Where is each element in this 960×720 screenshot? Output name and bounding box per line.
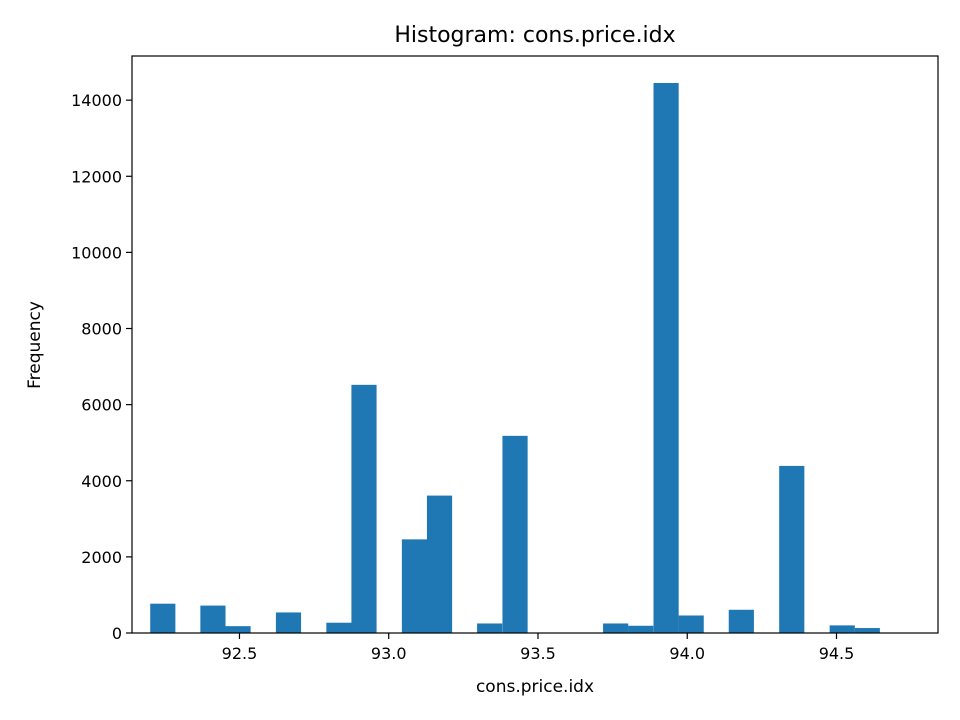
histogram-bar <box>779 465 805 633</box>
histogram-bar <box>603 623 629 633</box>
histogram-bar <box>225 626 251 633</box>
histogram-bar <box>200 605 226 633</box>
histogram-bar <box>502 435 528 633</box>
x-axis-label: cons.price.idx <box>476 677 594 697</box>
y-axis-label: Frequency <box>25 301 45 389</box>
histogram-bar <box>653 83 679 633</box>
y-tick-label: 2000 <box>81 548 122 567</box>
x-tick-label: 93.0 <box>371 644 407 663</box>
bar-group <box>150 83 880 633</box>
y-tick-label: 0 <box>112 624 122 643</box>
y-tick-label: 10000 <box>71 243 122 262</box>
histogram-bar <box>150 603 176 633</box>
histogram-bar <box>275 612 302 633</box>
y-tick-label: 6000 <box>81 396 122 415</box>
histogram-bar <box>326 622 352 633</box>
histogram-bar <box>401 539 428 633</box>
plot-frame <box>131 55 939 634</box>
x-tick-label: 94.5 <box>819 644 855 663</box>
histogram-bar <box>351 384 377 633</box>
x-tick-label: 94.0 <box>669 644 705 663</box>
histogram-bar <box>628 625 654 633</box>
histogram-bar <box>829 625 855 633</box>
histogram-bar <box>678 615 704 633</box>
y-tick-label: 8000 <box>81 320 122 339</box>
histogram-bar <box>426 495 453 633</box>
histogram-bar <box>728 609 754 633</box>
x-axis-ticks: 92.5 93.0 93.5 94.0 94.5 <box>222 633 855 663</box>
y-tick-label: 14000 <box>71 91 122 110</box>
chart-title: Histogram: cons.price.idx <box>394 23 675 48</box>
y-tick-label: 4000 <box>81 472 122 491</box>
histogram-bar <box>477 623 503 633</box>
y-tick-label: 12000 <box>71 167 122 186</box>
y-axis-ticks: 0 2000 4000 6000 8000 10000 12000 14000 <box>71 91 132 643</box>
histogram-bar <box>854 628 880 633</box>
x-tick-label: 93.5 <box>520 644 556 663</box>
x-tick-label: 92.5 <box>222 644 258 663</box>
